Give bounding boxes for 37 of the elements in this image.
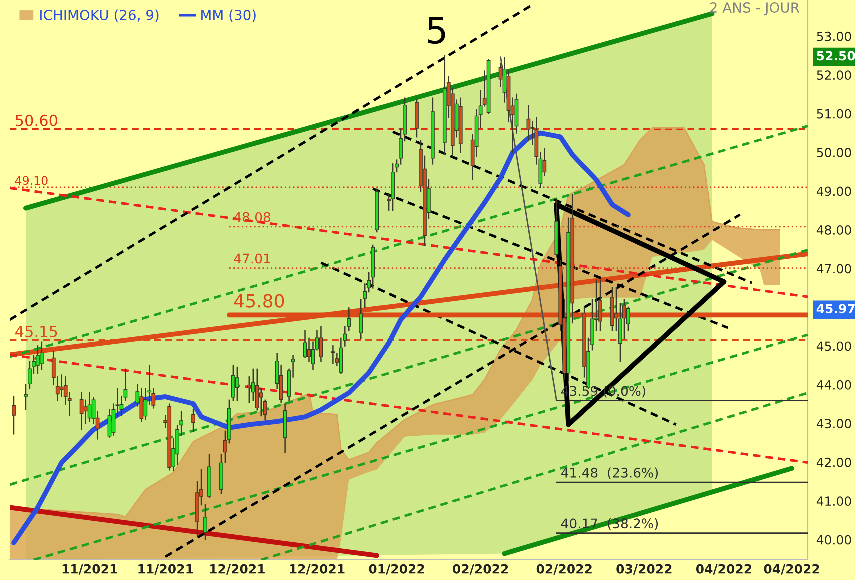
y-tick-label: 43.00 <box>816 419 852 429</box>
x-tick-label: 12/2021 <box>290 564 345 575</box>
x-tick-label: 02/2022 <box>453 564 508 575</box>
legend-label: MM (30) <box>202 10 256 22</box>
x-tick-label: 03/2022 <box>616 564 672 575</box>
legend-label: ICHIMOKU (26, 9) <box>40 10 159 22</box>
x-tick-label: 01/2022 <box>369 564 424 575</box>
x-tick-label: 04/2022 <box>696 564 752 575</box>
y-tick-label: 42.00 <box>816 458 852 468</box>
x-tick-label: 02/2022 <box>536 564 592 575</box>
annotation: 5 <box>428 17 446 44</box>
y-tick-label: 45.00 <box>816 342 852 352</box>
y-tick-label: 40.00 <box>816 535 852 545</box>
data-label: 40.17 (38.2%) <box>561 518 658 530</box>
y-tick-label: 41.00 <box>816 496 852 506</box>
data-label: 48.08 <box>234 212 270 222</box>
x-tick-label: 11/2021 <box>62 564 118 575</box>
data-label: 47.01 <box>234 254 270 264</box>
ref-line-label: 50.60 <box>16 114 58 126</box>
chart-subtitle: 2 ANS - JOUR <box>710 2 800 16</box>
y-tick-label: 53.00 <box>817 32 852 42</box>
x-tick-label: 12/2021 <box>210 564 265 575</box>
ref-line-label: 45.15 <box>16 326 58 338</box>
y-tick-label: 51.00 <box>817 109 852 119</box>
y-tick-label: 52.50 <box>817 51 855 61</box>
data-label: 41.48 (23.6%) <box>561 468 658 480</box>
y-tick-label: 52.00 <box>817 70 852 80</box>
y-tick-label: 47.00 <box>816 264 852 274</box>
y-tick-label: 44.00 <box>816 380 852 390</box>
y-tick-label: 45.97 <box>816 304 855 314</box>
y-tick-label: 49.00 <box>816 186 852 196</box>
y-tick-label: 48.00 <box>816 226 852 235</box>
x-tick-label: 11/2021 <box>138 564 194 575</box>
x-tick-label: 04/2022 <box>764 564 820 575</box>
ref-line-label: 49.10 <box>15 176 48 186</box>
data-label: 45.80 <box>234 294 284 308</box>
y-tick-label: 50.00 <box>817 148 852 158</box>
